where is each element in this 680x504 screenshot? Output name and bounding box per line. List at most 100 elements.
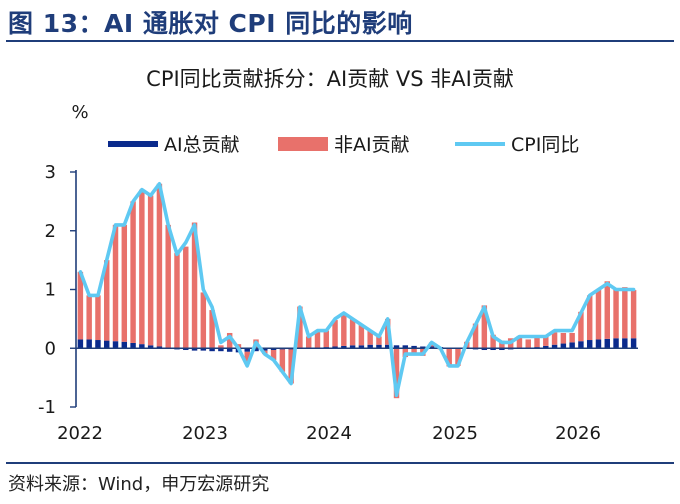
ai-bar xyxy=(578,341,584,349)
non-ai-bar xyxy=(86,295,92,340)
non-ai-bar xyxy=(314,330,321,348)
ai-bar xyxy=(367,344,373,349)
non-ai-bar xyxy=(297,306,303,349)
non-ai-bar xyxy=(305,336,312,349)
x-tick-label: 2024 xyxy=(306,423,352,444)
ai-bar xyxy=(499,348,505,351)
non-ai-bar xyxy=(226,332,233,349)
non-ai-bar xyxy=(270,350,277,360)
non-ai-bar xyxy=(516,335,523,349)
ai-bar xyxy=(253,348,259,352)
x-tick-label: 2025 xyxy=(432,423,478,444)
non-ai-bar xyxy=(174,253,180,349)
ai-bar xyxy=(95,340,101,349)
non-ai-bar xyxy=(586,295,593,341)
ai-bar xyxy=(218,348,224,352)
ai-bar xyxy=(411,345,417,349)
non-ai-bar xyxy=(147,195,154,346)
cpi-line-group xyxy=(78,182,636,398)
ai-bar xyxy=(226,348,233,352)
ai-bar xyxy=(121,341,128,349)
x-tick-label: 2026 xyxy=(555,423,601,444)
ai-bar xyxy=(183,348,189,351)
non-ai-bar xyxy=(446,348,452,367)
non-ai-bar xyxy=(525,339,531,349)
y-tick-label: 0 xyxy=(45,338,56,359)
ai-bar xyxy=(393,345,400,349)
legend-label-ai: AI总贡献 xyxy=(164,134,240,156)
ai-bar xyxy=(630,338,637,349)
ai-bar xyxy=(77,339,84,349)
ai-bar xyxy=(349,345,356,349)
ai-bar xyxy=(428,346,435,349)
non-ai-contribution-bars xyxy=(77,183,637,399)
legend-label-non-ai: 非AI贡献 xyxy=(334,134,410,156)
non-ai-bar xyxy=(455,348,461,366)
ai-bar xyxy=(358,345,365,349)
non-ai-bar xyxy=(411,348,417,354)
ai-bar xyxy=(332,346,338,349)
non-ai-bar xyxy=(595,289,602,340)
non-ai-bar xyxy=(121,224,128,342)
ai-bar xyxy=(112,341,119,349)
legend-swatch-ai xyxy=(108,141,158,147)
title-rule xyxy=(6,40,674,42)
non-ai-bar xyxy=(139,189,145,345)
ai-bar xyxy=(560,343,567,349)
y-tick-label: 3 xyxy=(45,162,56,183)
legend: AI总贡献 非AI贡献 CPI同比 xyxy=(108,134,579,156)
non-ai-bar xyxy=(543,335,549,346)
non-ai-bar xyxy=(499,340,505,349)
non-ai-bar xyxy=(288,349,294,384)
y-tick-labels: 3 2 1 0 -1 xyxy=(38,162,56,418)
non-ai-bar xyxy=(130,201,136,343)
non-ai-bar xyxy=(104,260,110,341)
x-tick-labels: 2022 2023 2024 2025 2026 xyxy=(57,423,601,444)
ai-bar xyxy=(543,345,549,349)
ai-bar xyxy=(191,348,198,351)
non-ai-bar xyxy=(578,311,584,342)
ai-bar xyxy=(420,346,426,349)
ai-bar xyxy=(139,344,145,349)
ai-bar xyxy=(341,345,347,349)
non-ai-bar xyxy=(156,183,163,347)
source-note: 资料来源：Wind，申万宏源研究 xyxy=(8,474,270,495)
ai-bar xyxy=(104,340,110,349)
ai-bar xyxy=(569,342,575,349)
ai-bar xyxy=(270,348,277,351)
ai-bar xyxy=(209,348,215,352)
non-ai-bar xyxy=(569,332,575,343)
non-ai-bar xyxy=(490,334,496,349)
non-ai-bar xyxy=(630,290,637,339)
ai-bar xyxy=(156,346,163,349)
non-ai-bar xyxy=(279,349,286,372)
non-ai-bar xyxy=(358,324,365,346)
non-ai-bar xyxy=(323,330,329,348)
non-ai-bar xyxy=(77,271,84,340)
ai-bar xyxy=(613,338,619,349)
ai-bar xyxy=(551,344,558,349)
ai-bar xyxy=(586,340,593,349)
ai-bar xyxy=(147,345,154,349)
non-ai-bar xyxy=(244,351,250,363)
legend-label-cpi: CPI同比 xyxy=(511,134,579,156)
footer-rule xyxy=(6,462,674,464)
non-ai-bar xyxy=(604,281,610,339)
non-ai-bar xyxy=(613,289,619,339)
y-tick-label: 1 xyxy=(45,280,56,301)
non-ai-bar xyxy=(341,313,347,346)
ai-bar xyxy=(376,344,382,349)
ai-bar xyxy=(262,348,268,351)
legend-swatch-non-ai xyxy=(278,137,328,151)
non-ai-bar xyxy=(622,287,628,339)
non-ai-bar xyxy=(200,292,207,349)
non-ai-bar xyxy=(560,332,567,344)
ai-bar xyxy=(244,348,250,352)
non-ai-bar xyxy=(332,320,338,347)
x-tick-label: 2022 xyxy=(57,423,103,444)
y-tick-label: 2 xyxy=(45,221,56,242)
non-ai-bar xyxy=(218,345,224,349)
ai-bar xyxy=(490,348,496,351)
non-ai-bar xyxy=(551,332,558,345)
y-axis-unit-label: % xyxy=(71,102,88,123)
